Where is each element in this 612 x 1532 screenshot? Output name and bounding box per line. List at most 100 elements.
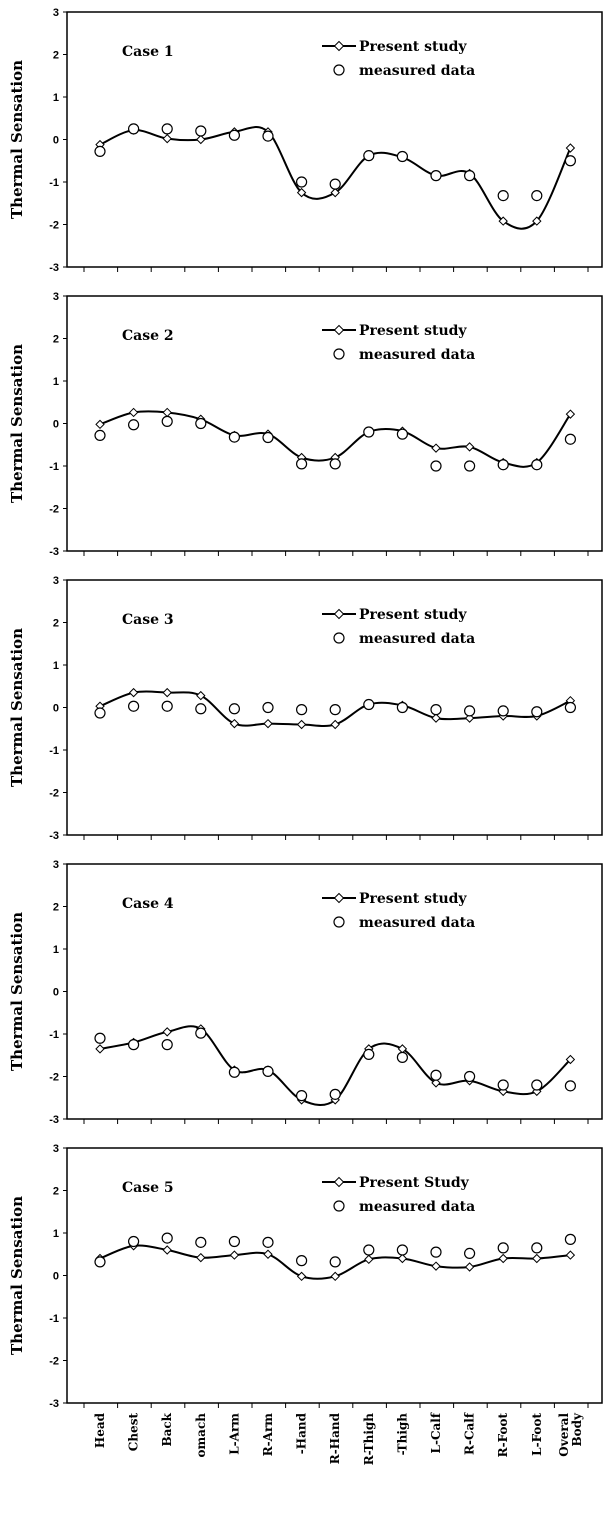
y-tick-label: 3: [53, 291, 59, 303]
measured-data-point-11: [430, 1069, 442, 1081]
y-tick-label: 0: [53, 987, 59, 999]
present-study-point-2: [128, 687, 139, 698]
x-category-label: L-Arm: [227, 1413, 241, 1455]
y-tick-label: -3: [49, 1398, 59, 1410]
y-tick-label: -1: [49, 461, 59, 473]
measured-data-point-3: [161, 123, 173, 135]
measured-data-point-8: [329, 1088, 341, 1100]
x-category-label: -Thigh: [395, 1413, 409, 1456]
x-category-label: L-Foot: [530, 1413, 544, 1456]
legend: Present study measured data: [322, 891, 475, 931]
measured-data-point-3: [161, 1039, 173, 1051]
measured-data-point-4: [195, 125, 207, 137]
present-study-point-7: [296, 187, 307, 198]
y-axis-label: Thermal Sensation: [8, 60, 26, 219]
case-label: Case 4: [122, 896, 174, 912]
measured-data-point-14: [531, 1079, 543, 1091]
measured-data-point-6: [262, 1236, 274, 1248]
legend-label-measured-data: measured data: [359, 631, 475, 647]
y-tick-label: -2: [49, 788, 59, 800]
measured-data-point-12: [464, 1247, 476, 1260]
present-study-point-4: [196, 1252, 206, 1263]
legend-diamond-marker: [333, 324, 345, 336]
measured-data-point-3: [161, 700, 173, 712]
y-tick-label: 0: [53, 135, 59, 147]
legend: Present study measured data: [322, 39, 475, 79]
measured-data-point-10: [396, 428, 408, 440]
present-study-point-7: [296, 719, 307, 730]
chart-case-4: 3 2 1 0 -1 -2 -3 Thermal Sensation Case 4 Present…: [8, 859, 603, 1126]
measured-data-point-13: [497, 1079, 509, 1091]
measured-data-point-12: [464, 460, 476, 472]
present-study-point-6: [263, 1249, 273, 1259]
y-axis-label: Thermal Sensation: [8, 1196, 26, 1355]
present-study-point-11: [431, 1261, 441, 1271]
chart-case-3: 3 2 1 0 -1 -2 -3 Thermal Sensation Case 3 Present…: [8, 575, 603, 842]
measured-data-point-6: [262, 1065, 274, 1078]
measured-data-point-10: [396, 1244, 408, 1256]
measured-data-point-14: [531, 1242, 543, 1254]
x-category-label: omach: [194, 1413, 208, 1458]
y-tick-label: 1: [53, 92, 59, 104]
legend-circle-marker: [333, 1200, 345, 1212]
present-study-point-9: [364, 1254, 374, 1265]
measured-data-point-14: [531, 190, 543, 202]
x-category-label: Overal: [557, 1413, 571, 1457]
measured-data-point-6: [262, 431, 274, 444]
legend-label-measured-data: measured data: [359, 347, 475, 363]
present-study-point-8: [330, 1271, 340, 1282]
present-study-point-15: [565, 409, 576, 419]
present-study-point-8: [330, 187, 340, 198]
y-tick-label: -2: [49, 1072, 59, 1084]
measured-data-point-7: [296, 458, 308, 470]
measured-data-point-8: [329, 704, 341, 716]
present-study-point-4: [196, 134, 206, 145]
x-category-label: Chest: [127, 1413, 141, 1452]
present-study-point-3: [162, 407, 172, 418]
measured-data-point-2: [128, 1039, 140, 1051]
y-tick-label: 1: [53, 660, 59, 672]
x-category-label: R-Hand: [328, 1412, 342, 1464]
measured-data-point-4: [195, 417, 207, 430]
measured-data-point-9: [363, 150, 375, 162]
present-study-point-13: [498, 1253, 508, 1264]
chart-case-1: 3 2 1 0 -1 -2 -3 Thermal Sensation Case 1 Present…: [8, 7, 603, 274]
measured-data-point-1: [94, 145, 106, 157]
present-study-point-11: [431, 1078, 441, 1088]
legend: Present Study measured data: [322, 1175, 475, 1215]
y-tick-label: 2: [53, 902, 59, 914]
measured-data-point-3: [161, 415, 173, 427]
legend-diamond-marker: [333, 892, 345, 904]
measured-data-point-7: [296, 176, 308, 188]
x-category-label: R-Arm: [261, 1413, 275, 1457]
present-study-point-3: [162, 1027, 172, 1037]
measured-data-point-4: [195, 1236, 207, 1248]
measured-data-point-13: [497, 1242, 509, 1254]
y-tick-label: 1: [53, 944, 59, 956]
legend-label-present-study: Present study: [359, 891, 467, 907]
x-category-label: R-Thigh: [362, 1413, 376, 1466]
case-label: Case 1: [122, 44, 174, 60]
y-tick-label: 0: [53, 1271, 59, 1283]
measured-data-point-2: [128, 123, 140, 135]
legend: Present study measured data: [322, 323, 475, 363]
y-tick-label: 0: [53, 419, 59, 431]
present-study-point-13: [498, 216, 508, 226]
measured-data-point-13: [497, 459, 509, 471]
measured-data-point-10: [396, 1051, 408, 1063]
measured-data-point-1: [94, 1256, 106, 1268]
measured-data-point-11: [430, 704, 442, 716]
legend-label-present-study: Present study: [359, 39, 467, 55]
present-study-point-11: [431, 713, 441, 723]
y-tick-label: -1: [49, 745, 59, 757]
chart-case-5: 3 2 1 0 -1 -2 -3 Thermal Sensation Case 5 Present…: [8, 1143, 603, 1466]
measured-data-point-14: [531, 706, 543, 718]
measured-data-point-1: [94, 429, 106, 441]
y-axis-label: Thermal Sensation: [8, 344, 26, 503]
x-category-label: Body: [570, 1412, 584, 1447]
measured-data-point-9: [363, 698, 375, 711]
present-study-point-7: [296, 1271, 307, 1282]
present-study-point-1: [95, 1044, 105, 1054]
measured-data-point-9: [363, 426, 375, 438]
